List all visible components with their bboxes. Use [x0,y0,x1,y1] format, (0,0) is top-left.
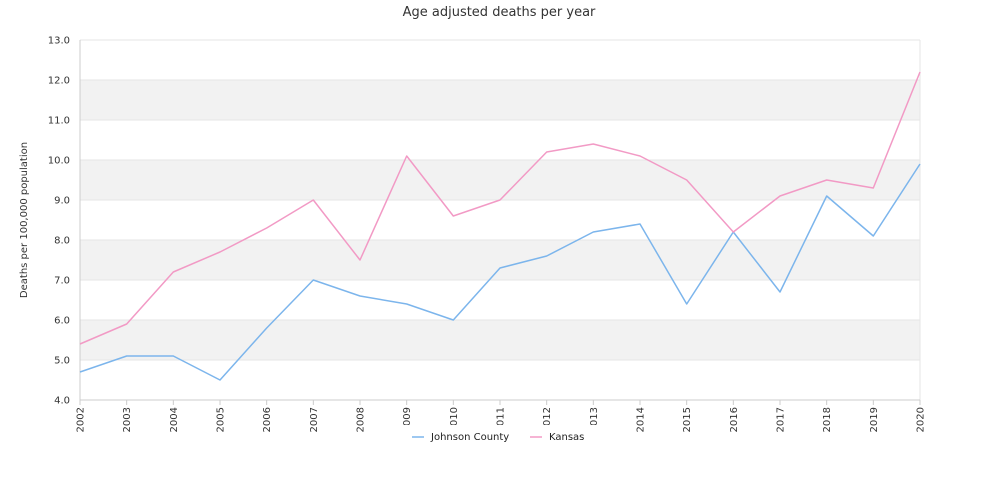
y-axis-label: Deaths per 100,000 population [19,142,30,298]
legend-label: Johnson County [430,432,509,443]
x-tick-label: 2008 [356,407,367,432]
legend-item-kansas[interactable]: Kansas [530,432,584,443]
x-tick-label: 2018 [822,407,833,432]
y-tick-label: 5.0 [54,356,70,367]
grid-band [80,80,920,120]
series-lines [79,71,921,381]
x-tick-label: 2020 [916,407,927,432]
x-tick-label: 2017 [776,407,787,432]
y-tick-label: 7.0 [54,276,70,287]
y-tick-label: 4.0 [54,396,70,407]
x-tick-label: 2006 [262,407,273,432]
y-tick-label: 9.0 [54,196,70,207]
x-tick-label: 2004 [169,407,180,432]
y-tick-label: 11.0 [48,116,70,127]
x-tick-label: 2019 [869,407,880,432]
chart-title: Age adjusted deaths per year [403,5,596,20]
y-axis-ticks: 4.0 5.0 6.0 7.0 8.0 9.0 10.0 11.0 12.0 13.0 [48,36,70,407]
y-tick-label: 6.0 [54,316,70,327]
x-tick-label: 2012 [542,407,553,432]
grid-band [80,320,920,360]
x-tick-label: 2002 [76,407,87,432]
legend-item-johnson-county[interactable]: Johnson County [412,432,509,443]
x-tick-label: 2005 [216,407,227,432]
x-tick-label: 2016 [729,407,740,432]
y-tick-label: 10.0 [48,156,70,167]
x-tick-label: 2014 [636,407,647,432]
legend[interactable]: Johnson County Kansas [400,425,605,447]
x-tick-label: 2011 [496,407,507,432]
x-tick-label: 2007 [309,407,320,432]
legend-label: Kansas [549,432,584,443]
series-line-kansas [79,71,921,345]
y-tick-label: 8.0 [54,236,70,247]
x-tick-label: 2003 [122,407,133,432]
legend-background [400,425,605,447]
grid-band [80,160,920,200]
x-tick-label: 2009 [402,407,413,432]
x-tick-label: 2015 [682,407,693,432]
y-tick-label: 12.0 [48,76,70,87]
y-tick-label: 13.0 [48,36,70,47]
x-tick-label: 2013 [589,407,600,432]
series-line-johnson-county [79,163,921,381]
grid-band [80,240,920,280]
x-axis-ticks: 2002 2003 2004 2005 2006 2007 2008 2009 2010 2011… [76,400,927,432]
grid-bands [80,80,920,360]
x-tick-label: 2010 [449,407,460,432]
